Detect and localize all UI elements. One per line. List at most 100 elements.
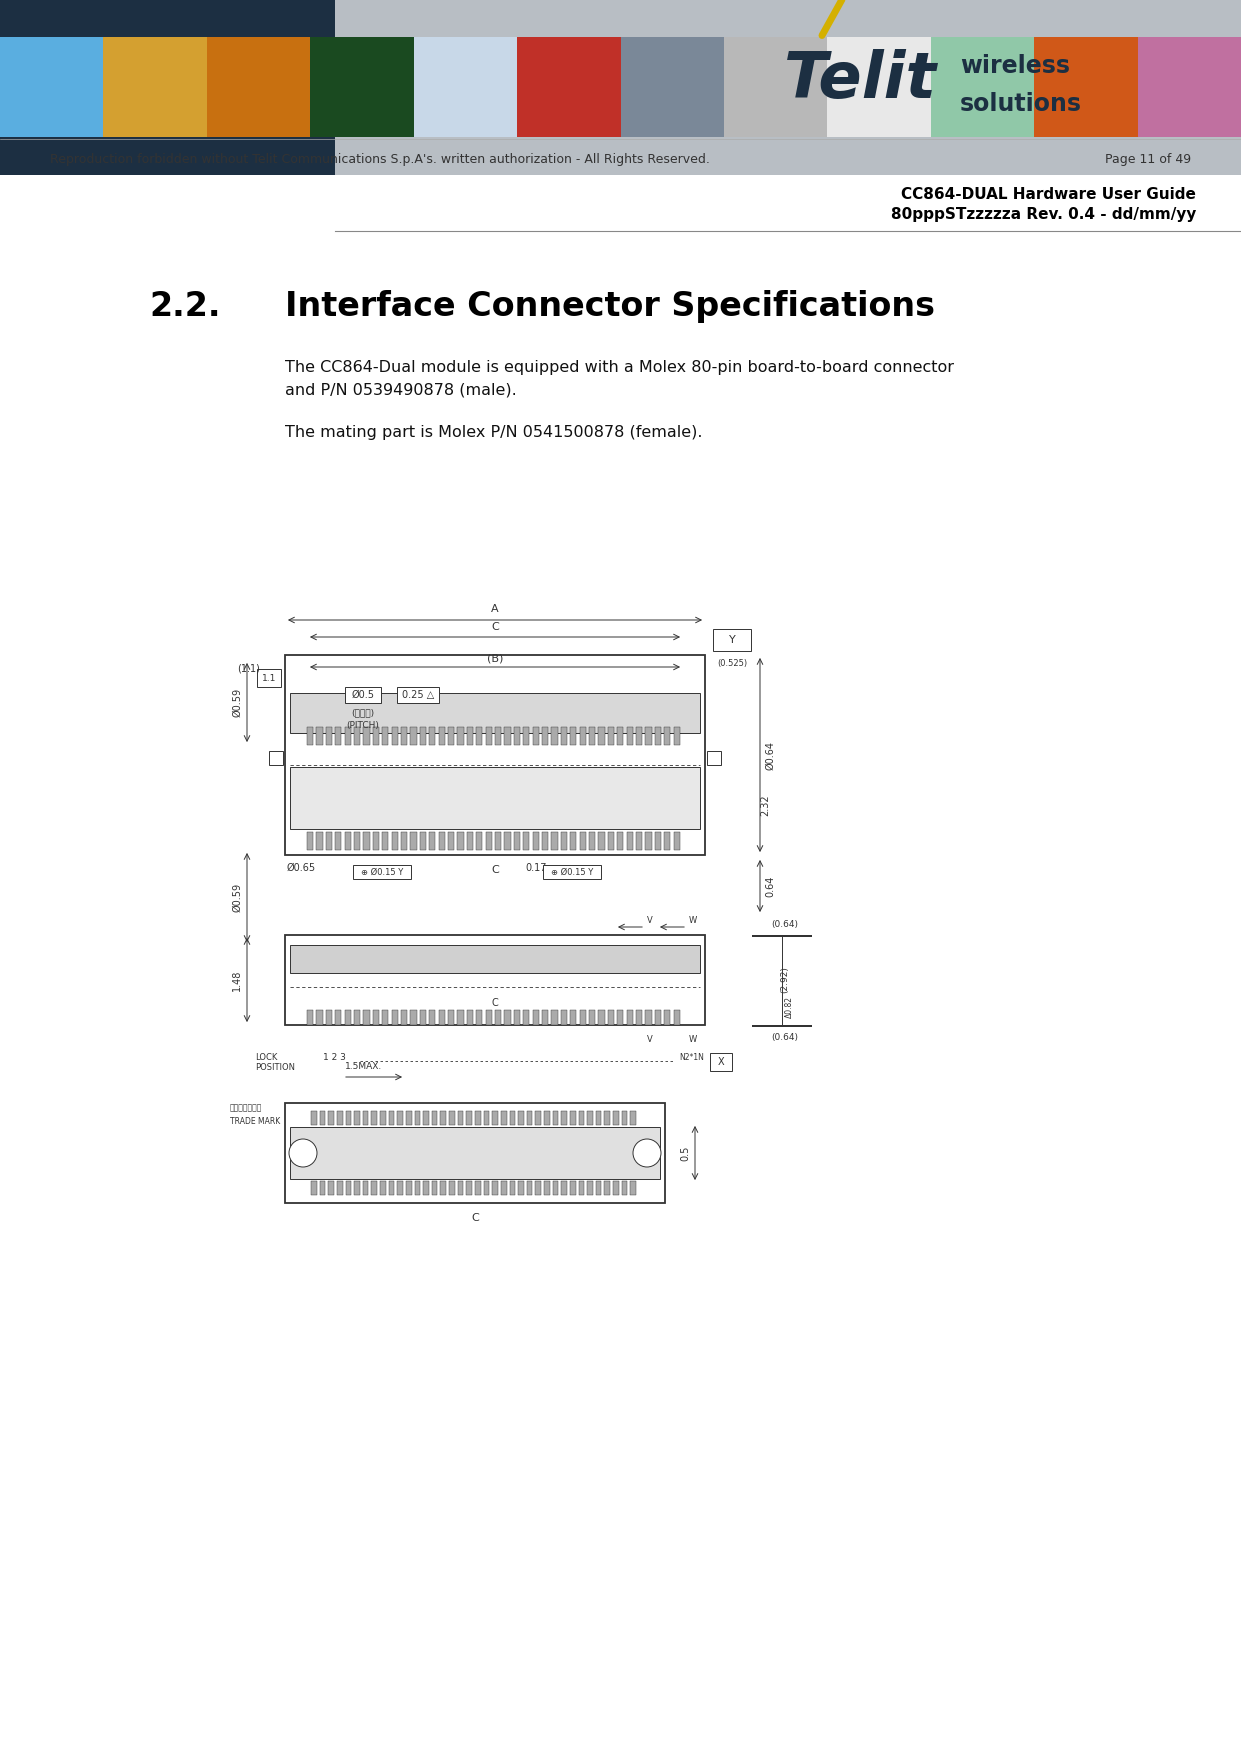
Bar xyxy=(307,727,313,746)
Text: Ø0.59: Ø0.59 xyxy=(232,688,242,718)
Bar xyxy=(345,727,351,746)
Bar xyxy=(411,727,417,746)
Text: Y: Y xyxy=(728,635,736,646)
Bar xyxy=(467,1111,472,1125)
Bar xyxy=(710,1053,732,1071)
Bar xyxy=(285,655,705,855)
Bar xyxy=(475,1111,480,1125)
Bar xyxy=(617,832,623,849)
Bar xyxy=(372,1009,379,1025)
Text: C: C xyxy=(491,999,499,1007)
Bar xyxy=(580,727,586,746)
Bar xyxy=(432,1111,438,1125)
Bar xyxy=(598,727,604,746)
Text: Interface Connector Specifications: Interface Connector Specifications xyxy=(285,290,934,323)
Bar xyxy=(449,1181,454,1195)
Bar xyxy=(354,1111,360,1125)
Bar xyxy=(310,37,413,137)
Text: 1.5MAX.: 1.5MAX. xyxy=(345,1062,382,1071)
Bar xyxy=(392,832,397,849)
Text: C: C xyxy=(491,621,499,632)
Bar xyxy=(382,1009,388,1025)
Bar xyxy=(532,727,539,746)
Bar xyxy=(207,37,310,137)
Text: Telit: Telit xyxy=(783,49,937,111)
Bar xyxy=(552,1181,558,1195)
Bar xyxy=(627,832,633,849)
Bar xyxy=(524,1009,530,1025)
Bar xyxy=(484,1111,489,1125)
Bar xyxy=(307,832,313,849)
Bar xyxy=(589,727,596,746)
Bar xyxy=(423,1181,429,1195)
Bar xyxy=(380,1181,386,1195)
Bar xyxy=(524,832,530,849)
Bar xyxy=(316,832,323,849)
Bar xyxy=(510,1111,515,1125)
Bar xyxy=(326,727,331,746)
Bar xyxy=(429,1009,436,1025)
Bar xyxy=(552,1111,558,1125)
Bar xyxy=(514,1009,520,1025)
Bar xyxy=(354,727,360,746)
Bar xyxy=(608,1009,614,1025)
Bar xyxy=(290,944,700,972)
Bar xyxy=(320,1181,325,1195)
Bar xyxy=(458,1111,463,1125)
Bar xyxy=(495,832,501,849)
Bar xyxy=(414,1181,421,1195)
Bar xyxy=(617,727,623,746)
Bar xyxy=(438,727,444,746)
Text: (0.64): (0.64) xyxy=(772,1034,798,1042)
Text: (1.1): (1.1) xyxy=(237,663,261,672)
Bar xyxy=(345,1009,351,1025)
Bar xyxy=(613,1111,619,1125)
Bar xyxy=(401,727,407,746)
Bar xyxy=(397,1111,403,1125)
Bar xyxy=(419,832,426,849)
Bar xyxy=(307,1009,313,1025)
Bar xyxy=(311,1181,316,1195)
Bar xyxy=(526,1181,532,1195)
Bar xyxy=(345,1181,351,1195)
Bar xyxy=(596,1181,602,1195)
Bar xyxy=(382,832,388,849)
Bar xyxy=(724,37,828,137)
Bar xyxy=(519,1111,524,1125)
Bar xyxy=(372,727,379,746)
Text: The mating part is Molex P/N 0541500878 (female).: The mating part is Molex P/N 0541500878 … xyxy=(285,425,702,441)
Bar xyxy=(326,832,331,849)
Bar xyxy=(578,1181,585,1195)
Bar xyxy=(604,1111,611,1125)
Bar xyxy=(0,37,103,137)
Bar xyxy=(544,1111,550,1125)
Bar xyxy=(0,0,335,176)
Bar xyxy=(329,1181,334,1195)
Text: 0.64: 0.64 xyxy=(764,876,774,897)
Bar xyxy=(514,832,520,849)
Text: Ø0.5: Ø0.5 xyxy=(351,690,375,700)
Bar xyxy=(596,1111,602,1125)
Bar xyxy=(519,1181,524,1195)
Bar xyxy=(561,1181,567,1195)
Bar xyxy=(493,1181,498,1195)
Bar xyxy=(477,832,483,849)
Bar xyxy=(432,1181,438,1195)
Bar xyxy=(316,1009,323,1025)
Text: 0.5: 0.5 xyxy=(680,1146,690,1160)
Bar xyxy=(664,1009,670,1025)
Bar xyxy=(617,1009,623,1025)
Bar xyxy=(335,1009,341,1025)
Bar xyxy=(604,1181,611,1195)
Text: 80pppSTzzzzza Rev. 0.4 - dd/mm/yy: 80pppSTzzzzza Rev. 0.4 - dd/mm/yy xyxy=(891,207,1196,221)
Bar xyxy=(477,727,483,746)
Text: (2.92): (2.92) xyxy=(781,967,789,993)
Text: Ø0.59: Ø0.59 xyxy=(232,883,242,913)
Bar xyxy=(630,1181,635,1195)
Text: 0.25 △: 0.25 △ xyxy=(402,690,434,700)
Bar xyxy=(622,1111,628,1125)
Bar xyxy=(495,1009,501,1025)
Text: V: V xyxy=(647,1035,653,1044)
Bar xyxy=(542,727,549,746)
Bar xyxy=(448,727,454,746)
